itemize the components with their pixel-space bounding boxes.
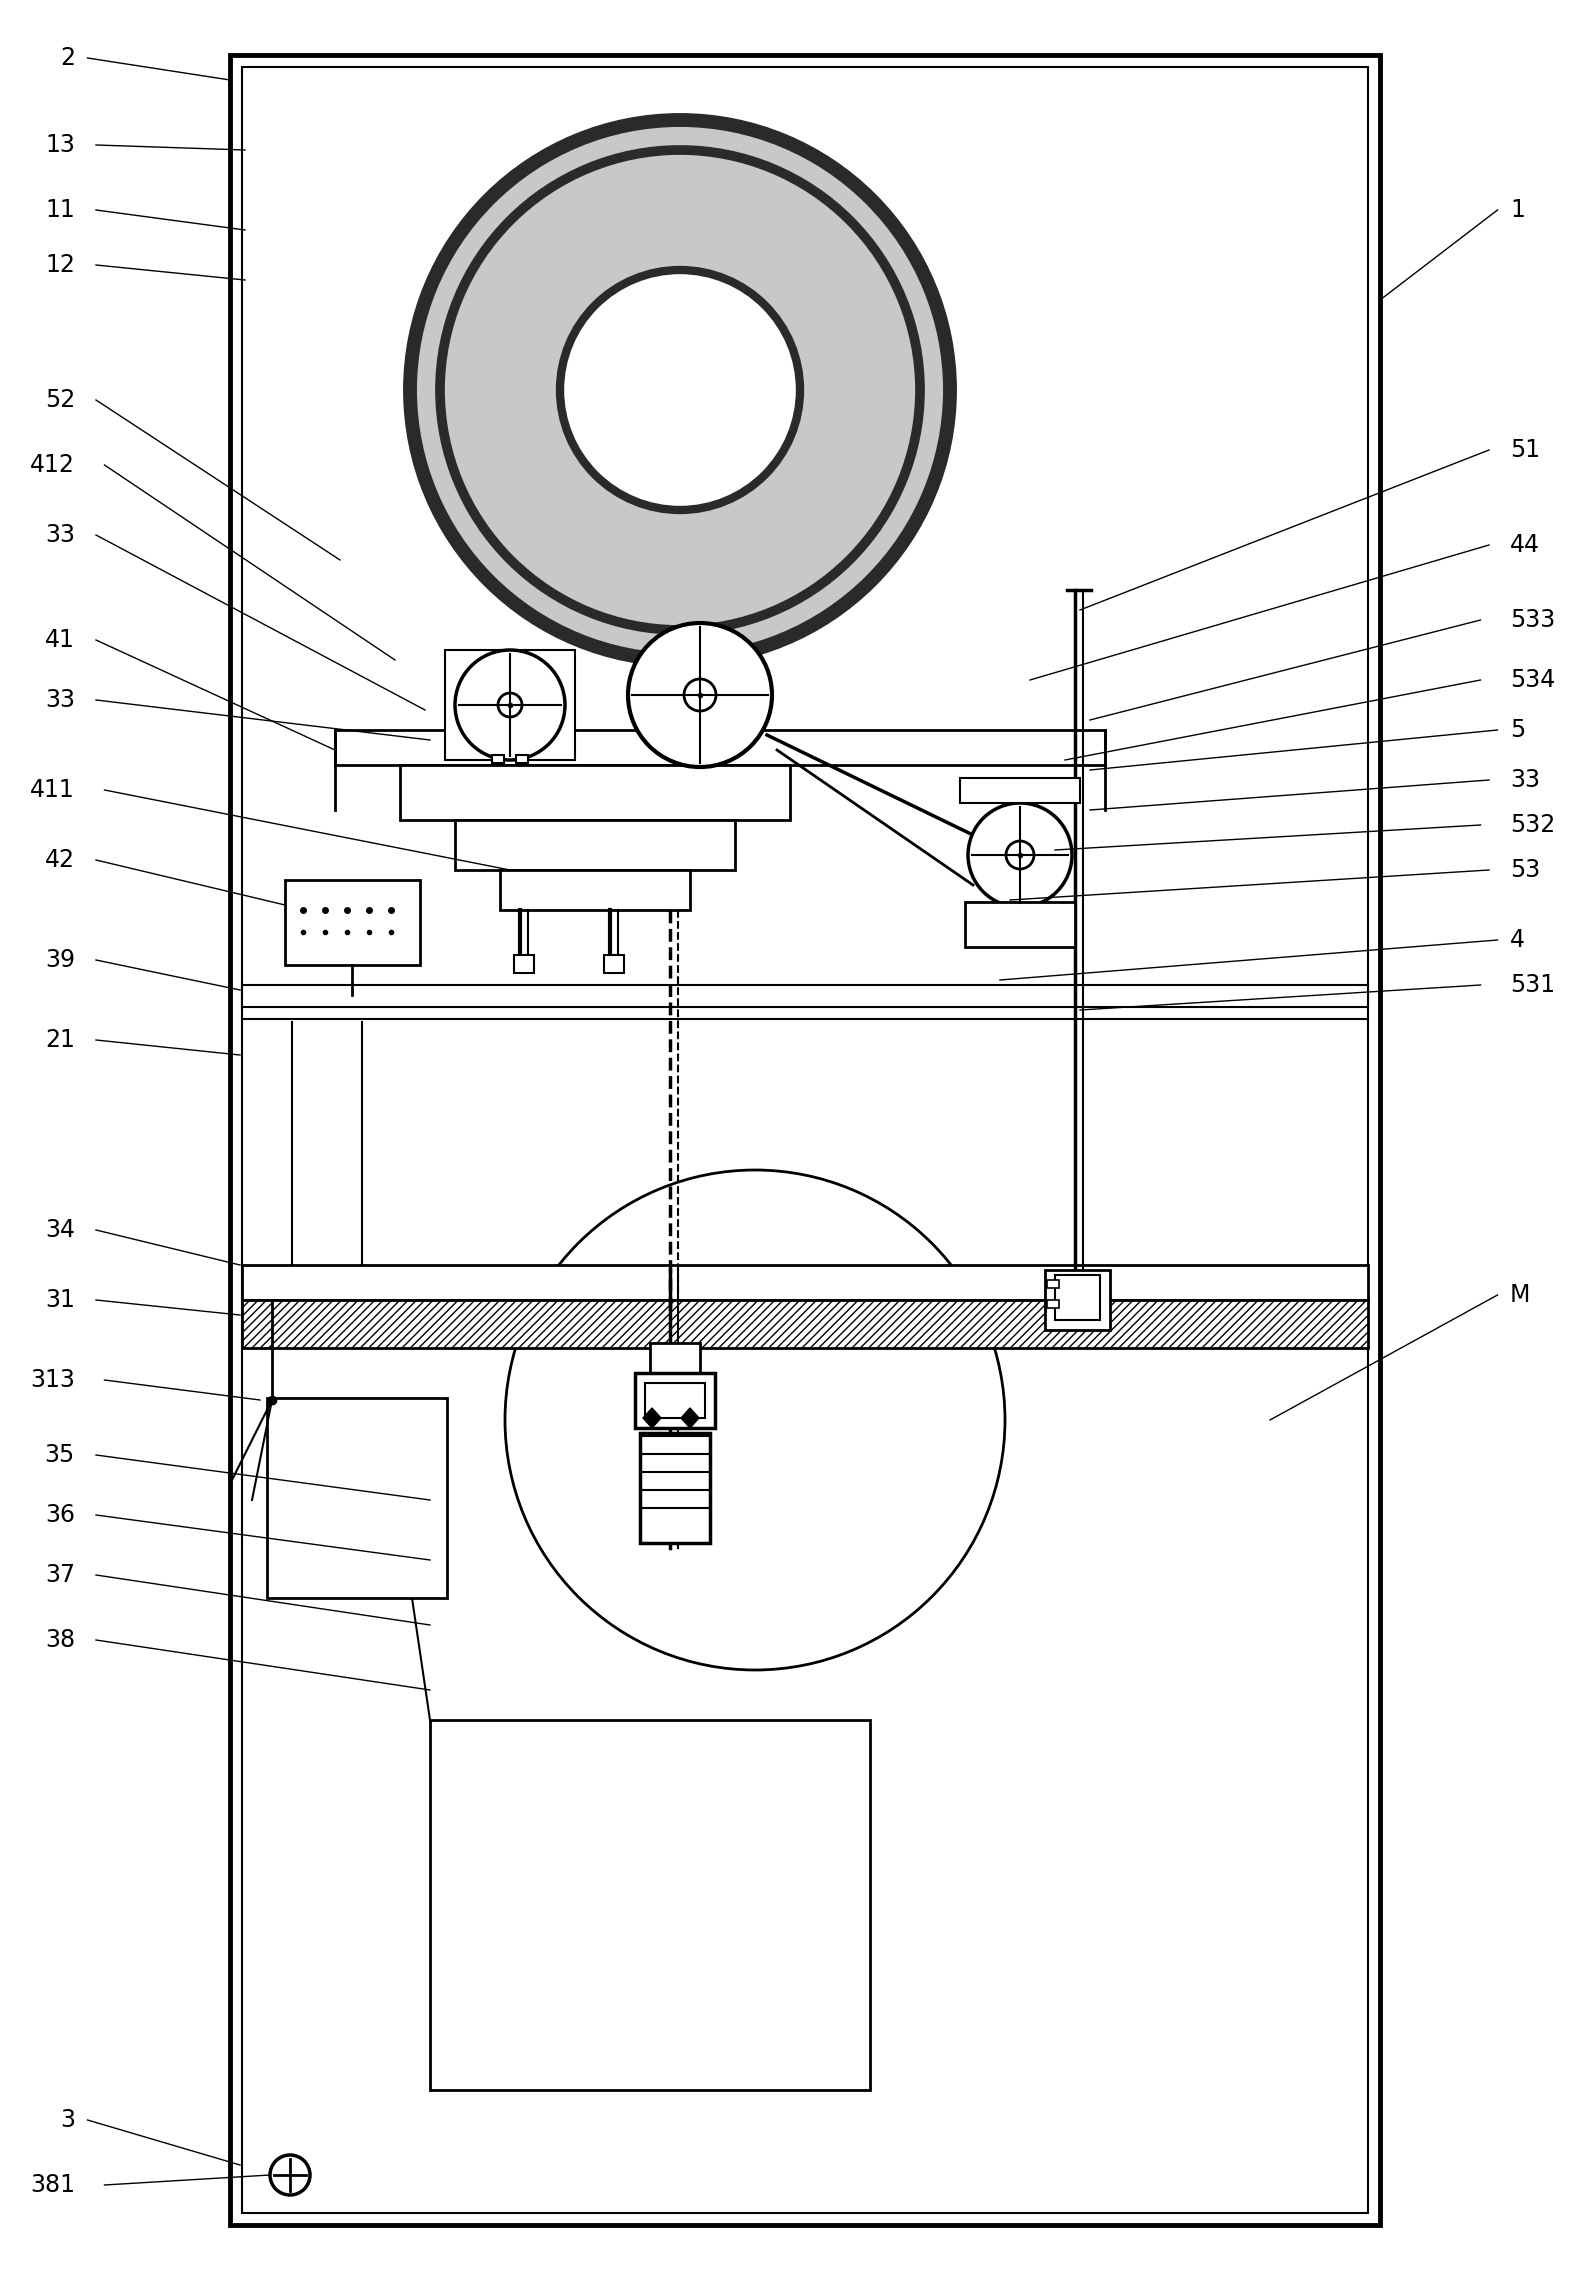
Text: 42: 42 — [46, 848, 76, 873]
Text: 33: 33 — [46, 522, 76, 547]
Bar — [500, 871, 691, 909]
Bar — [1047, 1299, 1060, 1308]
Bar — [285, 880, 419, 964]
Text: 21: 21 — [46, 1028, 76, 1053]
Circle shape — [968, 802, 1072, 907]
Circle shape — [456, 650, 565, 759]
Text: 44: 44 — [1511, 533, 1541, 556]
Text: 12: 12 — [46, 253, 76, 278]
Bar — [445, 650, 576, 759]
Bar — [640, 1433, 710, 1543]
Text: 11: 11 — [46, 198, 76, 221]
Text: 3: 3 — [60, 2108, 76, 2131]
Text: 533: 533 — [1511, 608, 1555, 631]
Circle shape — [684, 679, 716, 711]
Bar — [514, 955, 535, 973]
Text: 1: 1 — [1511, 198, 1525, 221]
Text: 2: 2 — [60, 46, 76, 71]
Bar — [604, 955, 624, 973]
Text: 411: 411 — [30, 777, 76, 802]
Text: 4: 4 — [1511, 928, 1525, 953]
Text: 36: 36 — [46, 1502, 76, 1527]
Bar — [241, 1265, 1367, 1299]
Bar — [401, 766, 790, 820]
Text: 381: 381 — [30, 2172, 76, 2197]
Bar — [645, 1383, 705, 1418]
Text: 41: 41 — [46, 629, 76, 652]
Text: 34: 34 — [46, 1217, 76, 1242]
Bar — [636, 1372, 714, 1429]
Circle shape — [410, 121, 949, 661]
Text: 31: 31 — [46, 1288, 76, 1313]
Text: 53: 53 — [1511, 857, 1541, 882]
Text: 33: 33 — [46, 688, 76, 711]
Bar — [241, 1299, 1367, 1347]
Text: 38: 38 — [44, 1627, 76, 1652]
Bar — [650, 1342, 700, 1372]
Circle shape — [498, 693, 522, 718]
Text: 37: 37 — [46, 1563, 76, 1586]
Text: 534: 534 — [1511, 668, 1555, 693]
Bar — [241, 66, 1367, 2213]
Bar — [241, 1299, 1367, 1347]
Polygon shape — [643, 1408, 661, 1429]
Bar — [1046, 1269, 1110, 1331]
Bar — [492, 754, 505, 763]
Text: 532: 532 — [1511, 814, 1555, 836]
Bar — [960, 777, 1080, 802]
Text: 39: 39 — [46, 948, 76, 973]
Circle shape — [628, 622, 773, 768]
Bar — [230, 55, 1380, 2224]
Bar — [456, 820, 735, 871]
Text: 52: 52 — [44, 387, 76, 412]
Text: 35: 35 — [44, 1443, 76, 1468]
Bar — [965, 902, 1076, 948]
Circle shape — [1006, 841, 1035, 868]
Bar — [431, 1721, 871, 2090]
Circle shape — [270, 2156, 311, 2195]
Text: 5: 5 — [1511, 718, 1525, 743]
Text: 51: 51 — [1511, 438, 1541, 463]
Text: 33: 33 — [1511, 768, 1541, 793]
Text: 531: 531 — [1511, 973, 1555, 996]
Bar — [334, 729, 1105, 766]
Polygon shape — [681, 1408, 699, 1429]
Text: 313: 313 — [30, 1367, 76, 1392]
Bar — [516, 754, 528, 763]
Bar — [1047, 1281, 1060, 1288]
Bar — [267, 1397, 446, 1598]
Circle shape — [560, 269, 800, 510]
Text: 13: 13 — [46, 132, 76, 157]
Text: M: M — [1511, 1283, 1530, 1306]
Bar — [1055, 1274, 1101, 1320]
Bar — [241, 985, 1367, 1007]
Text: 412: 412 — [30, 454, 76, 476]
